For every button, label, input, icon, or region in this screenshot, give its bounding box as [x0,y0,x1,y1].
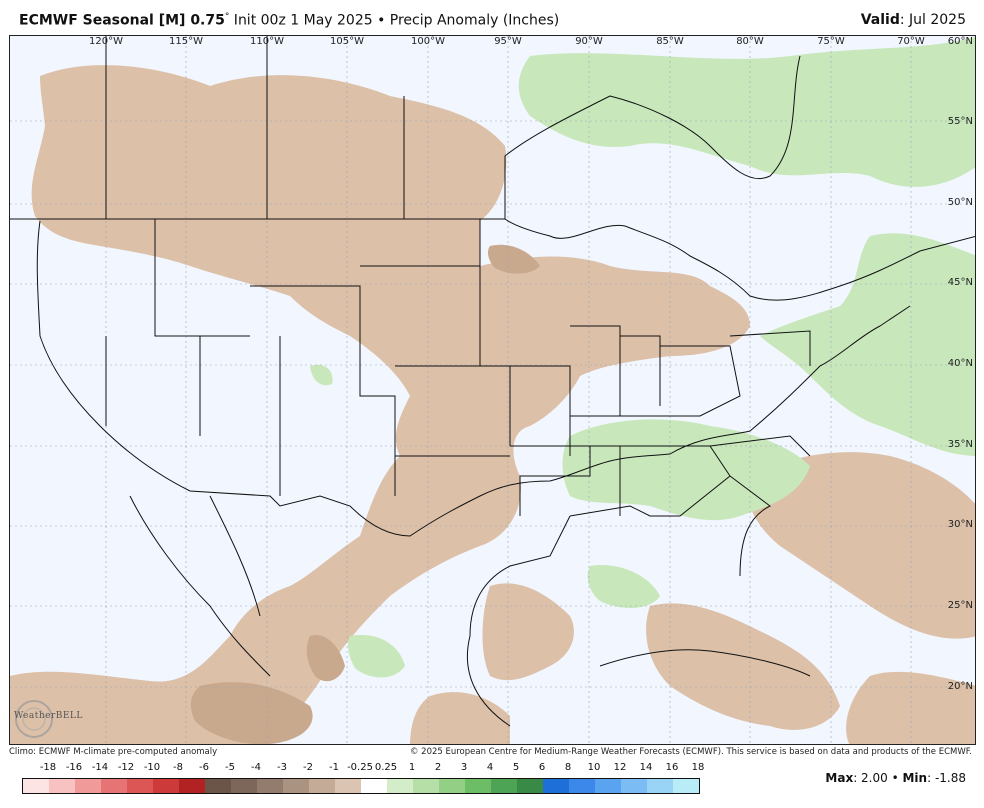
political-boundaries [10,36,975,727]
lat-label: 45°N [947,277,973,288]
logo-swirl-icon [15,700,53,738]
colorbar-tick-label: -14 [91,762,109,773]
wet-anomaly-regions [310,36,975,678]
colorbar-tick-label: 12 [613,762,627,773]
colorbar-swatch [179,779,205,793]
colorbar-swatch [283,779,309,793]
colorbar-tick-label: 6 [538,762,546,773]
footer: Climo: ECMWF M-climate pre-computed anom… [9,745,976,759]
colorbar-tick-label: 10 [587,762,601,773]
colorbar-tick-label: 14 [639,762,653,773]
colorbar-tick-label: -18 [39,762,57,773]
colorbar-swatch [543,779,569,793]
dry-anomaly-regions [10,65,975,744]
colorbar-legend: -18 -16 -14 -12 -10 -8 -6 -5 -4 -3 -2 -1 -0.25 0.25 1 2… [22,762,705,796]
lon-label: 110°W [250,36,284,47]
lon-label: 115°W [169,36,203,47]
colorbar-swatch [257,779,283,793]
colorbar-swatch [231,779,257,793]
colorbar-tick-label: -8 [173,762,183,773]
colorbar-tick-label: -16 [65,762,83,773]
colorbar-tick-label: 2 [434,762,442,773]
colorbar-swatch [75,779,101,793]
lon-label: 80°W [736,36,764,47]
colorbar-swatch [621,779,647,793]
colorbar-tick-label: 4 [486,762,494,773]
map-title: ECMWF Seasonal [M] 0.75° Init 00z 1 May … [19,12,560,29]
map-canvas [10,36,975,744]
lon-label: 95°W [494,36,522,47]
colorbar-tick-label: -2 [303,762,313,773]
copyright-note: © 2025 European Centre for Medium-Range … [409,747,972,757]
colorbar-tick-label: -12 [117,762,135,773]
colorbar-tick-label: -0.25 [347,762,373,773]
colorbar-swatch [673,779,699,793]
colorbar-tick-label: 18 [691,762,705,773]
colorbar-swatch [309,779,335,793]
colorbar-tick-label: -4 [251,762,261,773]
lon-label: 75°W [817,36,845,47]
lat-label: 55°N [947,116,973,127]
colorbar-swatch [517,779,543,793]
colorbar-tick-label: -10 [143,762,161,773]
lon-label: 90°W [575,36,603,47]
colorbar-tick-label: 5 [512,762,520,773]
graticule [10,36,975,744]
colorbar-swatch [101,779,127,793]
header: ECMWF Seasonal [M] 0.75° Init 00z 1 May … [0,0,984,34]
colorbar-swatch [595,779,621,793]
colorbar-swatch [439,779,465,793]
weatherbell-logo: WeatherBELL [14,697,104,741]
colorbar [22,778,700,794]
lat-label: 30°N [947,519,973,530]
max-min-stats: Max: 2.00 • Min: -1.88 [825,771,966,785]
colorbar-swatch [491,779,517,793]
colorbar-swatch [569,779,595,793]
colorbar-tick-label: -3 [277,762,287,773]
colorbar-tick-label: 1 [408,762,416,773]
lat-label: 25°N [947,600,973,611]
lat-label: 60°N [947,36,973,47]
colorbar-swatch [413,779,439,793]
colorbar-tick-label: 16 [665,762,679,773]
lon-label: 105°W [330,36,364,47]
colorbar-swatch [335,779,361,793]
dry-anomaly-core [190,244,540,744]
colorbar-swatch [465,779,491,793]
precip-anomaly-map[interactable]: 120°W 115°W 110°W 105°W 100°W 95°W 90°W … [9,35,976,745]
colorbar-tick-label: -1 [329,762,339,773]
colorbar-swatch [361,779,387,793]
lon-label: 120°W [89,36,123,47]
lat-label: 35°N [947,439,973,450]
colorbar-swatch [387,779,413,793]
lat-label: 40°N [947,358,973,369]
colorbar-swatch [205,779,231,793]
colorbar-swatch [127,779,153,793]
colorbar-swatch [49,779,75,793]
lon-label: 70°W [897,36,925,47]
lon-label: 100°W [411,36,445,47]
colorbar-swatch [23,779,49,793]
colorbar-ticks: -18 -16 -14 -12 -10 -8 -6 -5 -4 -3 -2 -1 -0.25 0.25 1 2… [22,762,705,776]
logo-text: WeatherBELL [14,711,83,721]
colorbar-tick-label: -5 [225,762,235,773]
colorbar-swatch [153,779,179,793]
colorbar-tick-label: 0.25 [374,762,398,773]
lat-label: 50°N [947,197,973,208]
valid-date: Valid: Jul 2025 [860,12,966,28]
colorbar-tick-label: -6 [199,762,209,773]
lat-label: 20°N [947,681,973,692]
colorbar-tick-label: 3 [460,762,468,773]
colorbar-swatch [647,779,673,793]
lon-label: 85°W [656,36,684,47]
colorbar-tick-label: 8 [564,762,572,773]
climo-note: Climo: ECMWF M-climate pre-computed anom… [9,747,218,757]
